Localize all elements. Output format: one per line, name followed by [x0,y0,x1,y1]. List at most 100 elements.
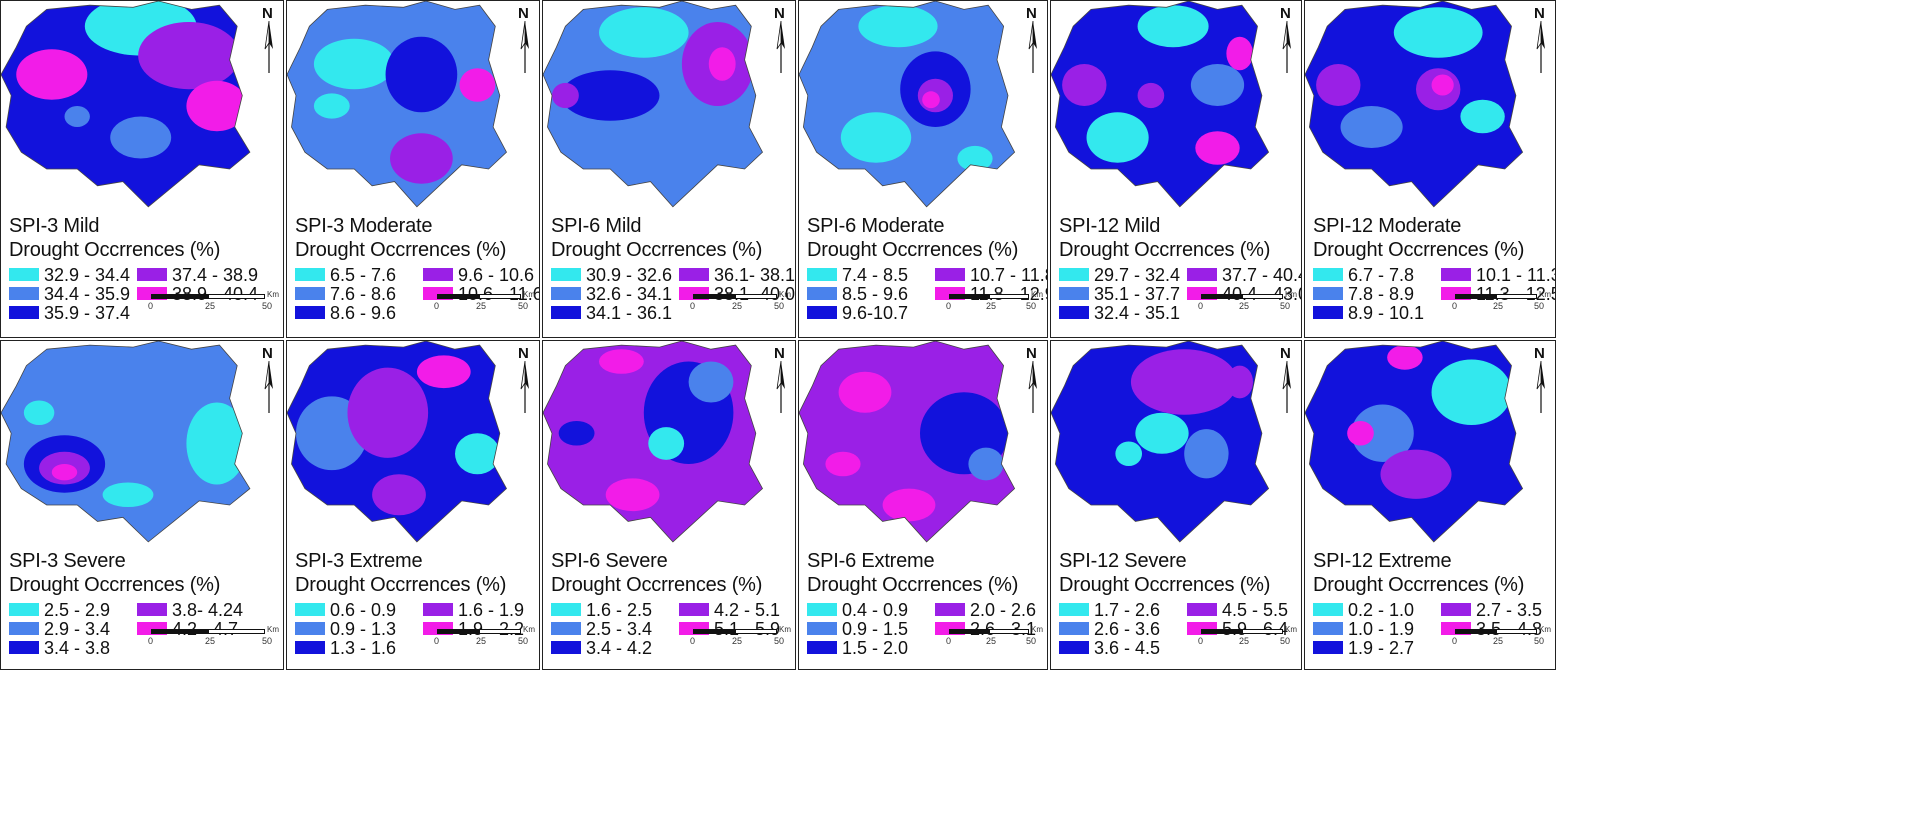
legend: 32.9 - 34.4 34.4 - 35.9 35.9 - 37.4 37.4 - … [9,266,277,324]
legend-label: 1.5 - 2.0 [842,638,909,658]
map-zone [957,145,993,172]
map-subtitle: Drought Occrrences (%) [9,574,221,596]
legend-label: 10.7 - 11.8 [970,265,1048,285]
map-panel: N SPI-12 Severe Drought Occrrences (%) 1.7 … [1050,340,1302,670]
scale-tick-label: 0 [434,301,440,311]
legend-swatch [1313,603,1343,617]
north-arrow-icon [264,21,273,73]
scale-tick-label: 50 [1026,636,1037,646]
north-arrow: N [1025,5,1041,75]
map-zone [922,91,940,109]
map-panel: N SPI-6 Mild Drought Occrrences (%) 30.9 - … [542,0,796,338]
map-zone [605,478,660,512]
scale-tick-label: 0 [148,301,154,311]
legend-item: 0.4 - 0.9 [807,601,908,620]
north-arrow-icon [776,21,785,73]
scale-segment [437,294,479,299]
north-label: N [774,345,785,362]
legend-swatch [9,603,39,617]
legend-item: 32.9 - 34.4 [9,266,130,285]
legend-item: 10.7 - 11.8 [935,265,1048,285]
legend-swatch [679,603,709,617]
map-zone [459,68,496,102]
map-subtitle: Drought Occrrences (%) [1313,239,1525,261]
north-label: N [1280,5,1291,22]
legend-item: 0.6 - 0.9 [295,601,396,620]
legend-item: 1.9 - 2.7 [1313,639,1414,658]
map-panel: N SPI-12 Moderate Drought Occrrences (%) 6.… [1304,0,1556,338]
legend-label: 3.4 - 4.2 [586,638,653,658]
legend-label: 6.5 - 7.6 [330,265,397,285]
legend-item: 36.1- 38.1 [679,266,795,285]
scale-tick-label: 25 [1239,301,1250,311]
legend-swatch [9,641,39,655]
map-zone [599,349,644,374]
north-label: N [1534,345,1545,362]
north-arrow: N [1279,345,1295,415]
legend-swatch [1441,268,1471,282]
legend-label: 30.9 - 32.6 [586,265,673,285]
legend-swatch [551,622,581,636]
map-zone [1340,106,1403,148]
north-arrow-icon [520,21,529,73]
legend-item: 2.7 - 3.5 [1441,601,1542,620]
north-arrow-icon [1028,21,1037,73]
choropleth-map [543,341,764,543]
legend-item: 1.6 - 1.9 [423,601,524,620]
legend-label: 8.5 - 9.6 [842,284,909,304]
scale-tick-label: 50 [1534,301,1545,311]
north-arrow-icon [1536,361,1545,413]
legend-swatch [1313,306,1343,320]
legend-item: 6.5 - 7.6 [295,266,396,285]
scale-tick-label: 25 [476,636,487,646]
map-zone [313,93,350,119]
scale-unit: Km [523,290,535,299]
legend-label: 34.1 - 36.1 [586,303,673,323]
map-zone [390,133,453,184]
north-arrow-icon [1282,21,1291,73]
scale-tick-label: 25 [1239,636,1250,646]
map-zone [968,447,1004,481]
north-label: N [518,345,529,362]
legend-label: 3.8- 4.24 [172,600,244,620]
scale-unit: Km [779,625,791,634]
scale-segment [1496,294,1537,299]
scale-bar: 0 25 50 Km [148,625,279,647]
legend-item: 2.6 - 3.6 [1059,620,1160,639]
map-subtitle: Drought Occrrences (%) [551,574,763,596]
scale-segment [1242,629,1283,634]
scale-bar: 0 25 50 Km [434,625,535,647]
legend-item: 34.4 - 35.9 [9,285,130,304]
scale-bar: 0 25 50 Km [946,625,1043,647]
north-label: N [774,5,785,22]
map-title: SPI-12 Severe [1059,550,1187,572]
map-title: SPI-12 Moderate [1313,215,1462,237]
legend-item: 4.5 - 5.5 [1187,601,1288,620]
map-title: SPI-12 Mild [1059,215,1161,237]
legend-swatch [1059,306,1089,320]
map-title: SPI-3 Mild [9,215,100,237]
scale-tick-label: 0 [690,636,696,646]
legend-swatch [935,268,965,282]
north-arrow-icon [1282,361,1291,413]
legend-item: 8.9 - 10.1 [1313,304,1424,323]
legend-swatch [9,287,39,301]
north-arrow: N [1279,5,1295,75]
map-zone [1137,5,1209,48]
legend-swatch [1313,268,1343,282]
map-zone [599,7,689,58]
map-title: SPI-3 Moderate [295,215,433,237]
map-zone [560,70,660,121]
legend-swatch [1059,287,1089,301]
north-arrow: N [517,5,533,75]
north-arrow: N [1533,5,1549,75]
legend-label: 29.7 - 32.4 [1094,265,1181,285]
scale-segment [949,629,989,634]
scale-segment [693,629,735,634]
legend-item: 7.8 - 8.9 [1313,285,1414,304]
legend-swatch [551,268,581,282]
scale-bar: 0 25 50 Km [1452,625,1551,647]
scale-tick-label: 50 [774,301,785,311]
legend-swatch [423,268,453,282]
scale-bar: 0 25 50 Km [148,290,279,312]
